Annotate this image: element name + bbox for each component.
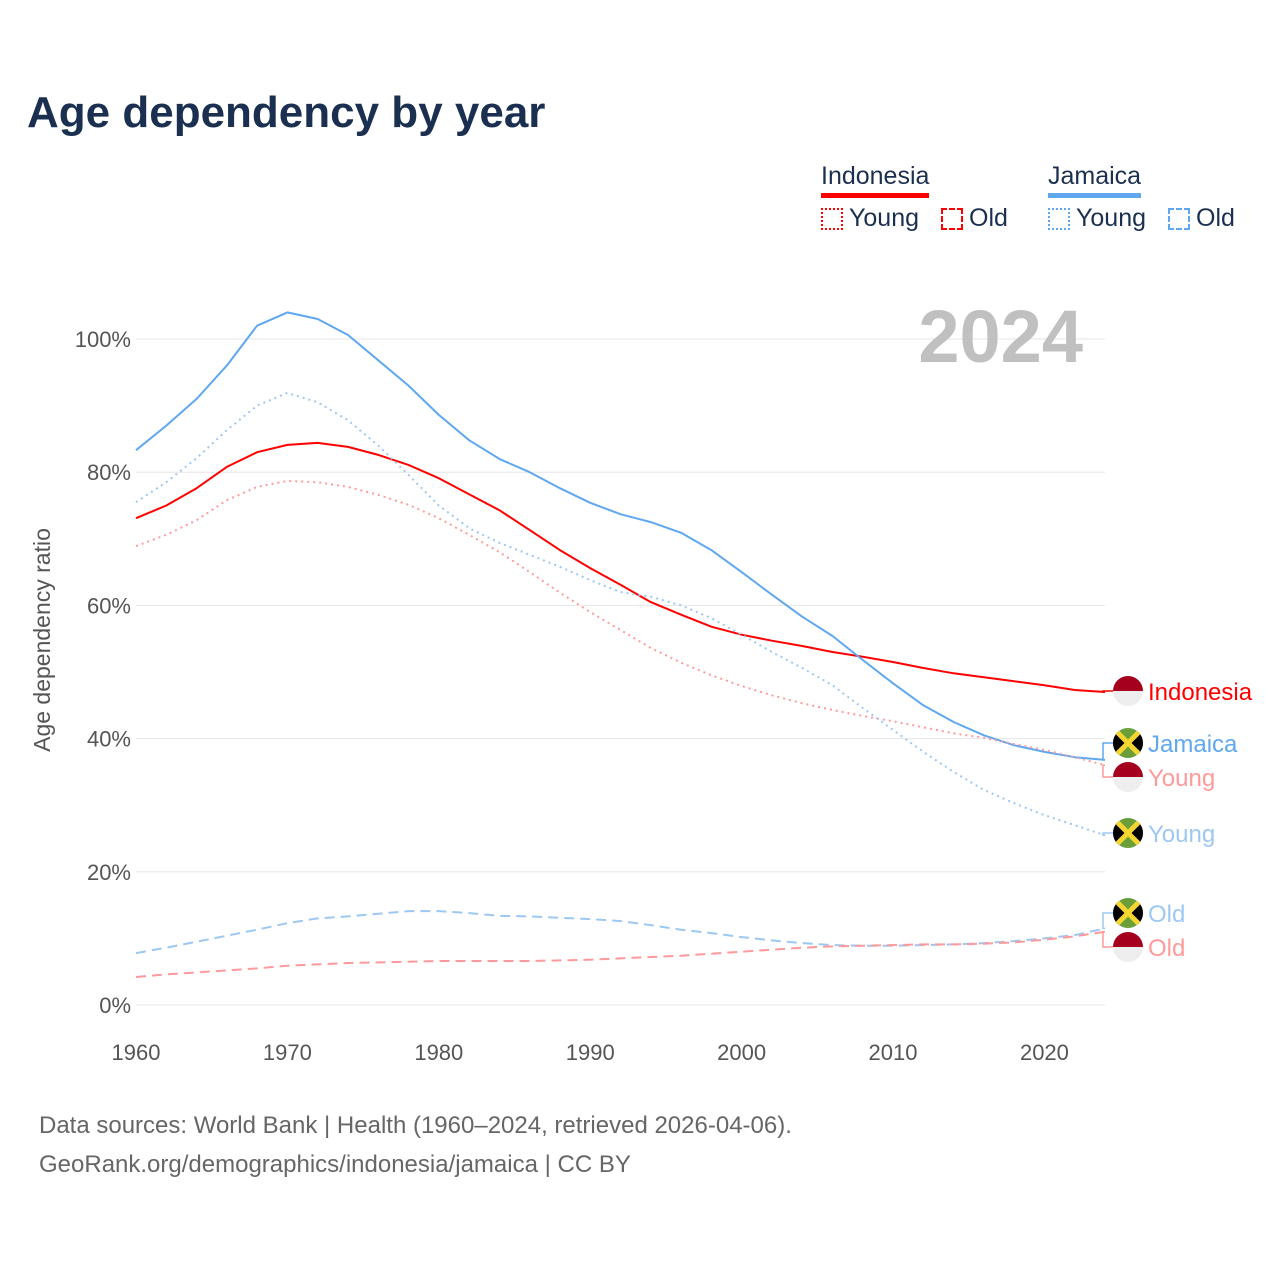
x-tick-label: 1980 bbox=[414, 1040, 463, 1065]
flag-red bbox=[1113, 932, 1143, 947]
y-tick-label: 40% bbox=[87, 727, 131, 752]
end-label: Old bbox=[1148, 935, 1185, 962]
label-connector bbox=[1102, 690, 1113, 693]
series-line-jamaica bbox=[135, 311, 1106, 761]
legend-label: Old bbox=[1196, 204, 1235, 232]
y-tick-label: 100% bbox=[75, 327, 131, 352]
jamaica-flag-icon bbox=[1113, 898, 1143, 928]
jamaica-flag-icon bbox=[1113, 818, 1143, 848]
label-connector bbox=[1102, 742, 1113, 761]
indonesia-flag-icon bbox=[1113, 676, 1143, 706]
indonesia-flag-icon bbox=[1113, 762, 1143, 792]
x-tick-label: 2010 bbox=[869, 1040, 918, 1065]
flag bbox=[1113, 676, 1143, 706]
legend-label: Young bbox=[1076, 204, 1146, 232]
end-label: Jamaica bbox=[1148, 731, 1238, 758]
x-tick-label: 2020 bbox=[1020, 1040, 1069, 1065]
end-label: Indonesia bbox=[1148, 679, 1253, 706]
y-tick-label: 60% bbox=[87, 593, 131, 618]
y-tick-label: 0% bbox=[99, 993, 131, 1018]
year-watermark: 2024 bbox=[918, 295, 1083, 378]
series-line-indonesia-young bbox=[135, 479, 1106, 767]
end-label: Young bbox=[1148, 765, 1215, 792]
dashed-swatch-icon bbox=[941, 207, 963, 230]
dotted-swatch-icon bbox=[821, 207, 843, 230]
label-connector bbox=[1102, 832, 1113, 836]
dashed-swatch-icon bbox=[1168, 207, 1190, 230]
footer: Data sources: World Bank | Health (1960–… bbox=[39, 1106, 792, 1184]
series-line-jamaica-old bbox=[135, 910, 1106, 955]
legend-jamaica-old[interactable]: Old bbox=[1168, 204, 1235, 233]
flag-saltire bbox=[1113, 898, 1143, 928]
flag-white bbox=[1113, 777, 1143, 792]
data-source: Data sources: World Bank | Health (1960–… bbox=[39, 1112, 792, 1139]
series-line-indonesia-old bbox=[135, 930, 1106, 978]
x-tick-label: 1990 bbox=[566, 1040, 615, 1065]
flag bbox=[1113, 898, 1143, 928]
legend-jamaica-young[interactable]: Young bbox=[1048, 204, 1146, 233]
end-label: Old bbox=[1148, 901, 1185, 928]
flag-saltire bbox=[1113, 728, 1143, 758]
flag bbox=[1113, 728, 1143, 758]
indonesia-flag-icon bbox=[1113, 932, 1143, 962]
label-connector bbox=[1102, 764, 1113, 778]
flag bbox=[1113, 932, 1143, 962]
legend-label: Young bbox=[849, 204, 919, 232]
jamaica-flag-icon bbox=[1113, 728, 1143, 758]
y-axis-label: Age dependency ratio bbox=[29, 528, 55, 752]
series-line-jamaica-young bbox=[135, 391, 1106, 837]
legend-jamaica[interactable]: Jamaica bbox=[1048, 162, 1142, 198]
attribution[interactable]: GeoRank.org/demographics/indonesia/jamai… bbox=[39, 1151, 631, 1178]
x-tick-label: 2000 bbox=[717, 1040, 766, 1065]
legend-indonesia[interactable]: Indonesia bbox=[821, 162, 930, 198]
label-connector bbox=[1102, 912, 1113, 930]
legend-indonesia-old[interactable]: Old bbox=[941, 204, 1008, 233]
flag-saltire bbox=[1113, 818, 1143, 848]
dotted-swatch-icon bbox=[1048, 207, 1070, 230]
legend-label: Old bbox=[969, 204, 1008, 232]
flag bbox=[1113, 762, 1143, 792]
flag-red bbox=[1113, 762, 1143, 777]
flag-white bbox=[1113, 947, 1143, 962]
end-label: Young bbox=[1148, 821, 1215, 848]
label-connector bbox=[1102, 930, 1113, 948]
series-line-indonesia bbox=[135, 441, 1106, 693]
flag-white bbox=[1113, 691, 1143, 706]
y-tick-label: 20% bbox=[87, 860, 131, 885]
flag bbox=[1113, 818, 1143, 848]
x-tick-label: 1960 bbox=[112, 1040, 161, 1065]
legend-indonesia-young[interactable]: Young bbox=[821, 204, 919, 233]
flag-red bbox=[1113, 676, 1143, 691]
y-tick-label: 80% bbox=[87, 460, 131, 485]
chart-title: Age dependency by year bbox=[27, 88, 546, 137]
x-tick-label: 1970 bbox=[263, 1040, 312, 1065]
